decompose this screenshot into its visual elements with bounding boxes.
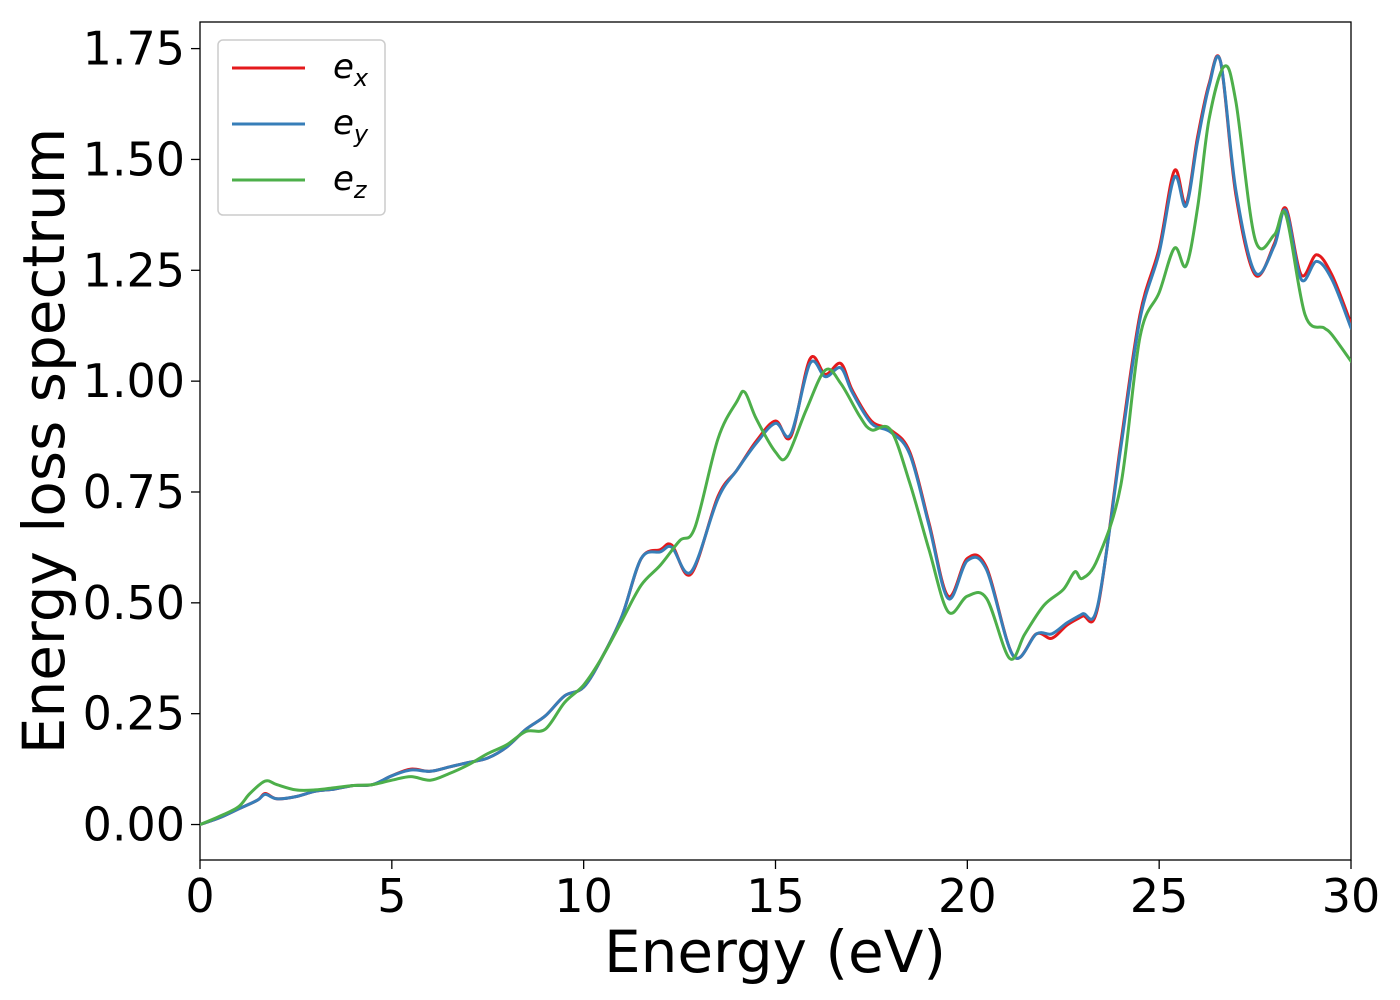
y-tick-label: 1.25	[83, 243, 185, 297]
x-tick-label: 0	[185, 869, 214, 923]
x-tick-label: 5	[377, 869, 406, 923]
x-axis-title: Energy (eV)	[604, 918, 946, 986]
x-tick-label: 15	[746, 869, 805, 923]
y-axis-title: Energy loss spectrum	[10, 128, 78, 754]
y-tick-label: 0.00	[83, 798, 185, 852]
x-tick-label: 10	[554, 869, 613, 923]
y-axis-ticks: 0.00 0.25 0.50 0.75 1.00 1.25 1.50 1.75	[83, 22, 200, 852]
y-tick-label: 1.00	[83, 354, 185, 408]
x-tick-label: 20	[938, 869, 997, 923]
legend-label-z: ez	[333, 159, 368, 204]
x-tick-label: 30	[1322, 869, 1381, 923]
legend-box	[217, 39, 386, 216]
y-tick-label: 1.50	[83, 132, 185, 186]
x-axis-ticks: 0 5 10 15 20 25 30	[185, 860, 1380, 923]
y-tick-label: 0.50	[83, 576, 185, 630]
series-line-e-z	[200, 64, 1351, 826]
legend-label-y: ey	[333, 103, 369, 148]
y-tick-label: 0.25	[83, 687, 185, 741]
legend: ex ey ez	[217, 39, 386, 216]
series-layer	[200, 54, 1351, 826]
plot-frame	[199, 21, 1352, 861]
y-tick-label: 0.75	[83, 465, 185, 519]
series-line-e-y	[200, 55, 1351, 826]
x-tick-label: 25	[1130, 869, 1189, 923]
y-tick-label: 1.75	[83, 22, 185, 76]
legend-label-x: ex	[333, 47, 369, 92]
